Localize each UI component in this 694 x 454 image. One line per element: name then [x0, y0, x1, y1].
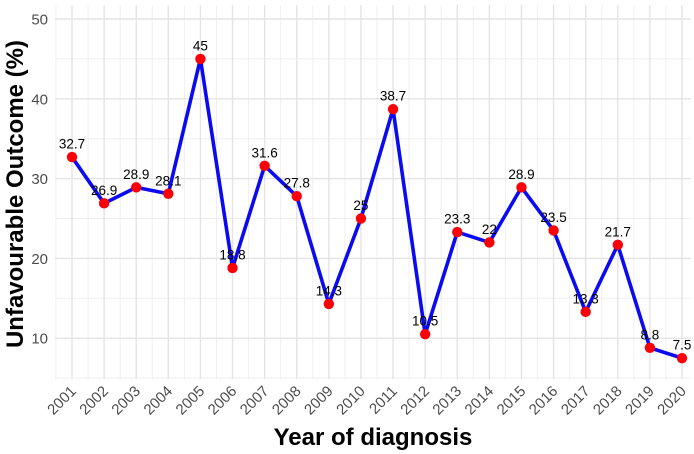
y-tick-50: 50	[31, 12, 48, 29]
y-tick-30: 30	[31, 171, 48, 188]
data-label-2018: 21.7	[605, 224, 631, 239]
data-point-2016	[548, 225, 559, 236]
x-tick-2020: 2020	[654, 383, 690, 419]
data-point-2003	[131, 182, 142, 193]
x-tick-2019: 2019	[622, 383, 658, 419]
x-tick-2007: 2007	[237, 383, 273, 419]
data-point-2001	[66, 151, 78, 163]
y-tick-20: 20	[31, 251, 48, 268]
data-label-2016: 23.5	[540, 210, 566, 225]
data-label-2019: 8.8	[640, 327, 659, 342]
x-tick-2006: 2006	[205, 383, 241, 419]
x-tick-2017: 2017	[558, 383, 594, 419]
data-label-2002: 26.9	[91, 183, 117, 198]
x-tick-2018: 2018	[590, 383, 626, 419]
data-point-2013	[452, 226, 463, 238]
data-label-2013: 23.3	[444, 212, 470, 227]
x-tick-2016: 2016	[526, 383, 562, 419]
x-tick-2004: 2004	[141, 383, 177, 419]
x-tick-2012: 2012	[397, 383, 433, 419]
y-tick-10: 10	[31, 331, 48, 348]
data-label-2004: 28.1	[155, 173, 181, 188]
data-label-2001: 32.7	[59, 137, 85, 152]
x-tick-2009: 2009	[301, 383, 337, 419]
data-point-2014	[484, 237, 495, 248]
data-point-2019	[644, 342, 656, 353]
data-point-2020	[676, 352, 688, 364]
x-tick-2005: 2005	[173, 383, 209, 419]
x-tick-2015: 2015	[494, 383, 530, 419]
trend-line	[70, 57, 684, 360]
data-label-2010: 25	[353, 198, 368, 213]
data-point-2015	[516, 182, 527, 193]
data-point-2017	[580, 306, 591, 318]
x-axis-title: Year of diagnosis	[273, 424, 473, 451]
y-tick-40: 40	[31, 91, 48, 108]
data-point-2009	[323, 298, 335, 310]
x-tick-2014: 2014	[462, 383, 498, 419]
data-label-2008: 27.8	[284, 176, 310, 191]
x-tick-2001: 2001	[44, 383, 80, 419]
data-label-2017: 13.3	[573, 291, 599, 306]
x-tick-2011: 2011	[366, 383, 401, 418]
data-label-2006: 18.8	[219, 247, 245, 262]
data-point-2008	[291, 190, 302, 202]
data-point-2007	[259, 160, 270, 172]
data-label-2009: 14.3	[316, 283, 342, 298]
x-tick-2003: 2003	[108, 383, 144, 419]
data-point-2010	[355, 213, 367, 224]
data-label-2014: 22	[482, 222, 497, 237]
data-label-2012: 10.5	[412, 314, 438, 329]
data-label-2007: 31.6	[251, 145, 277, 160]
data-label-2003: 28.9	[123, 167, 149, 182]
data-label-2005: 45	[193, 38, 208, 53]
data-label-2015: 28.9	[508, 167, 534, 182]
data-point-2005	[195, 53, 206, 65]
x-tick-2013: 2013	[429, 383, 465, 419]
x-tick-2010: 2010	[333, 383, 369, 419]
x-tick-2002: 2002	[76, 383, 112, 419]
data-point-2006	[227, 262, 238, 274]
data-point-2004	[163, 188, 174, 199]
data-point-2011	[387, 103, 399, 115]
x-tick-2008: 2008	[269, 383, 305, 419]
data-label-2020: 7.5	[673, 338, 692, 353]
data-point-2002	[98, 198, 110, 209]
data-point-2018	[612, 239, 623, 251]
data-point-2012	[419, 329, 431, 340]
data-label-2011: 38.7	[380, 89, 406, 104]
